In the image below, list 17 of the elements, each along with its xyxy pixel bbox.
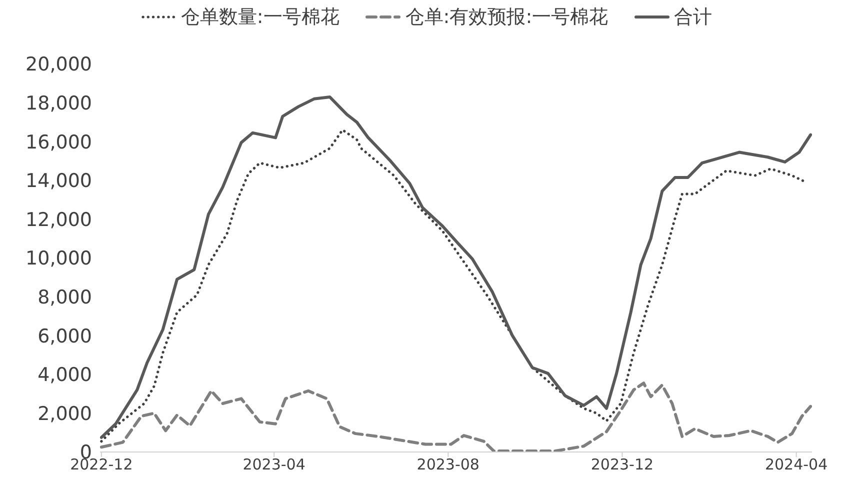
- y-tick-label: 12,000: [26, 208, 92, 231]
- y-tick-label: 14,000: [26, 170, 92, 192]
- y-tick-label: 6,000: [38, 325, 92, 348]
- y-tick-label: 2,000: [38, 402, 92, 425]
- y-tick-label: 18,000: [26, 92, 92, 115]
- y-tick-label: 4,000: [38, 364, 92, 386]
- y-tick-label: 10,000: [26, 248, 92, 270]
- x-tick-label: 2024-04: [764, 456, 828, 474]
- legend-label: 合计: [674, 5, 712, 30]
- x-tick-label: 2023-08: [416, 456, 480, 474]
- y-tick-label: 16,000: [26, 131, 92, 154]
- y-tick-label: 20,000: [26, 54, 92, 76]
- x-tick-label: 2023-12: [590, 456, 654, 474]
- x-tick-label: 2023-04: [242, 456, 306, 474]
- legend-label: 仓单:有效预报:一号棉花: [405, 5, 608, 30]
- legend-label: 仓单数量:一号棉花: [180, 5, 340, 30]
- y-tick-label: 8,000: [38, 286, 92, 309]
